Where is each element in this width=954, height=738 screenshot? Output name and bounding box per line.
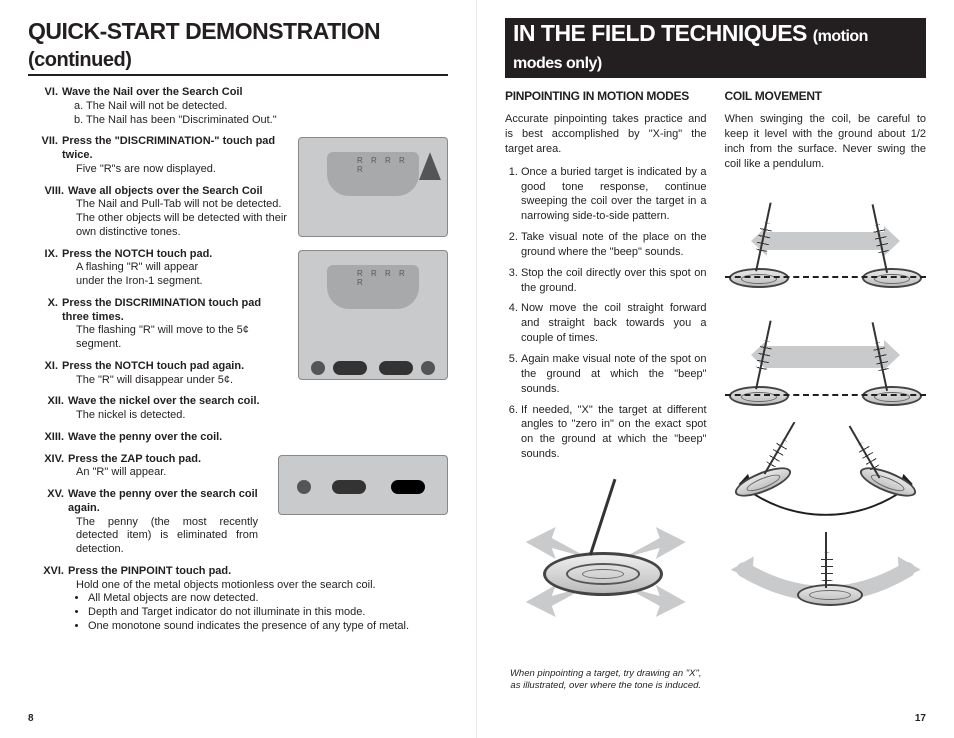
roman-xiv: XIV. [28, 453, 68, 467]
roman-xii: XII. [28, 395, 68, 409]
page-number-left: 8 [28, 713, 34, 724]
step-3: Stop the coil directly over this spot on… [521, 266, 707, 296]
detector-illustration-3 [278, 455, 448, 515]
pinpointing-intro: Accurate pinpointing takes practice and … [505, 112, 707, 157]
roman-x: X. [28, 297, 62, 325]
coil-movement-intro: When swinging the coil, be careful to ke… [725, 112, 927, 171]
big-coil-icon [543, 552, 663, 596]
head-viii: Wave all objects over the Search Coil [68, 185, 263, 197]
roman-viii: VIII. [28, 185, 68, 199]
sweep-arrow-icon [765, 232, 887, 250]
head-xv: Wave the penny over the search coil agai… [68, 488, 258, 514]
preset-dot-icon [297, 480, 311, 494]
roman-ix: IX. [28, 248, 62, 262]
caption-l1: When pinpointing a target, try drawing a… [510, 668, 702, 679]
pinpointing-steps: Once a buried target is indicated by a g… [505, 165, 707, 462]
discrimination-icon [419, 152, 441, 180]
lcd-r-text: R R R R R [357, 156, 419, 174]
coil-movement-column: COIL MOVEMENT When swinging the coil, be… [725, 88, 927, 693]
right-title: IN THE FIELD TECHNIQUES (motion modes on… [505, 18, 926, 78]
left-title-main: QUICK-START DEMONSTRATION [28, 18, 380, 44]
ground-line-1 [725, 276, 927, 278]
xvi-b2: Depth and Target indicator do not illumi… [88, 606, 448, 620]
roman-xi: XI. [28, 360, 62, 374]
pinpointing-column: PINPOINTING IN MOTION MODES Accurate pin… [505, 88, 707, 693]
head-x: Press the DISCRIMINATION touch pad three… [62, 297, 261, 323]
preset-button-icon [311, 361, 325, 375]
sweep-arrow-2-icon [765, 346, 887, 368]
head-ix: Press the NOTCH touch pad. [62, 248, 212, 260]
caption-l2: as illustrated, over where the tone is i… [510, 680, 701, 691]
roman-xiii: XIII. [28, 431, 68, 445]
x-caption: When pinpointing a target, try drawing a… [505, 668, 707, 693]
step-xvi: XVI. Press the PINPOINT touch pad. Hold … [28, 565, 448, 634]
right-columns: PINPOINTING IN MOTION MODES Accurate pin… [505, 88, 926, 693]
detector-illustration-1: R R R R R [298, 137, 448, 237]
head-xii: Wave the nickel over the search coil. [68, 395, 260, 407]
lcd-r-text-2: R R R R R [357, 269, 419, 287]
roman-xv: XV. [28, 488, 68, 516]
xvi-b3: One monotone sound indicates the presenc… [88, 620, 448, 634]
xvi-bullets: All Metal objects are now detected. Dept… [28, 592, 448, 633]
pendulum-diagram [725, 422, 927, 612]
step-4: Now move the coil straight forward and s… [521, 301, 707, 346]
left-title-cont: (continued) [28, 49, 131, 71]
step-xiii: XIII. Wave the penny over the coil. [28, 431, 448, 445]
step-5: Again make visual note of the spot on th… [521, 352, 707, 397]
head-xvi: Press the PINPOINT touch pad. [68, 565, 231, 577]
xii-l1: The nickel is detected. [28, 409, 448, 423]
page-number-right: 17 [915, 713, 926, 724]
step-2: Take visual note of the place on the gro… [521, 230, 707, 260]
xvi-b1: All Metal objects are now detected. [88, 592, 448, 606]
left-page: QUICK-START DEMONSTRATION (continued) VI… [0, 0, 477, 738]
step-1: Once a buried target is indicated by a g… [521, 165, 707, 224]
left-title: QUICK-START DEMONSTRATION (continued) [28, 18, 448, 76]
pinpointing-head: PINPOINTING IN MOTION MODES [505, 88, 707, 104]
head-vi: Wave the Nail over the Search Coil [62, 86, 243, 98]
roman-vii: VII. [28, 135, 62, 163]
coil-movement-head: COIL MOVEMENT [725, 88, 927, 104]
xv-l1: The penny (the most recently detected it… [28, 516, 258, 557]
x-pattern-diagram [505, 482, 707, 662]
detector-illustration-2: R R R R R [298, 250, 448, 380]
notch-button-icon [421, 361, 435, 375]
disc-button-icon [333, 361, 367, 375]
head-vii: Press the "DISCRIMINATION-" touch pad tw… [62, 135, 275, 161]
right-title-main: IN THE FIELD TECHNIQUES [513, 20, 807, 46]
roman-xvi: XVI. [28, 565, 68, 579]
pinpoint-pill-icon [332, 480, 366, 494]
head-xi: Press the NOTCH touch pad again. [62, 360, 244, 372]
zap-pill-icon [391, 480, 425, 494]
level-sweep-diagram-2 [725, 298, 927, 408]
level-sweep-diagram [725, 180, 927, 290]
head-xiii: Wave the penny over the coil. [68, 431, 222, 443]
pinpoint-button-icon [379, 361, 413, 375]
pend-shaft-bottom-icon [825, 532, 835, 588]
vi-a: a. The Nail will not be detected. [28, 100, 448, 114]
step-vi: VI. Wave the Nail over the Search Coil a… [28, 86, 448, 127]
right-page: IN THE FIELD TECHNIQUES (motion modes on… [477, 0, 954, 738]
step-6: If needed, "X" the target at different a… [521, 403, 707, 462]
roman-vi: VI. [28, 86, 62, 100]
head-xiv: Press the ZAP touch pad. [68, 453, 201, 465]
ground-line-2 [725, 394, 927, 396]
xvi-l1: Hold one of the metal objects motionless… [28, 579, 448, 593]
step-xii: XII. Wave the nickel over the search coi… [28, 395, 448, 423]
vi-b: b. The Nail has been "Discriminated Out.… [28, 114, 448, 128]
